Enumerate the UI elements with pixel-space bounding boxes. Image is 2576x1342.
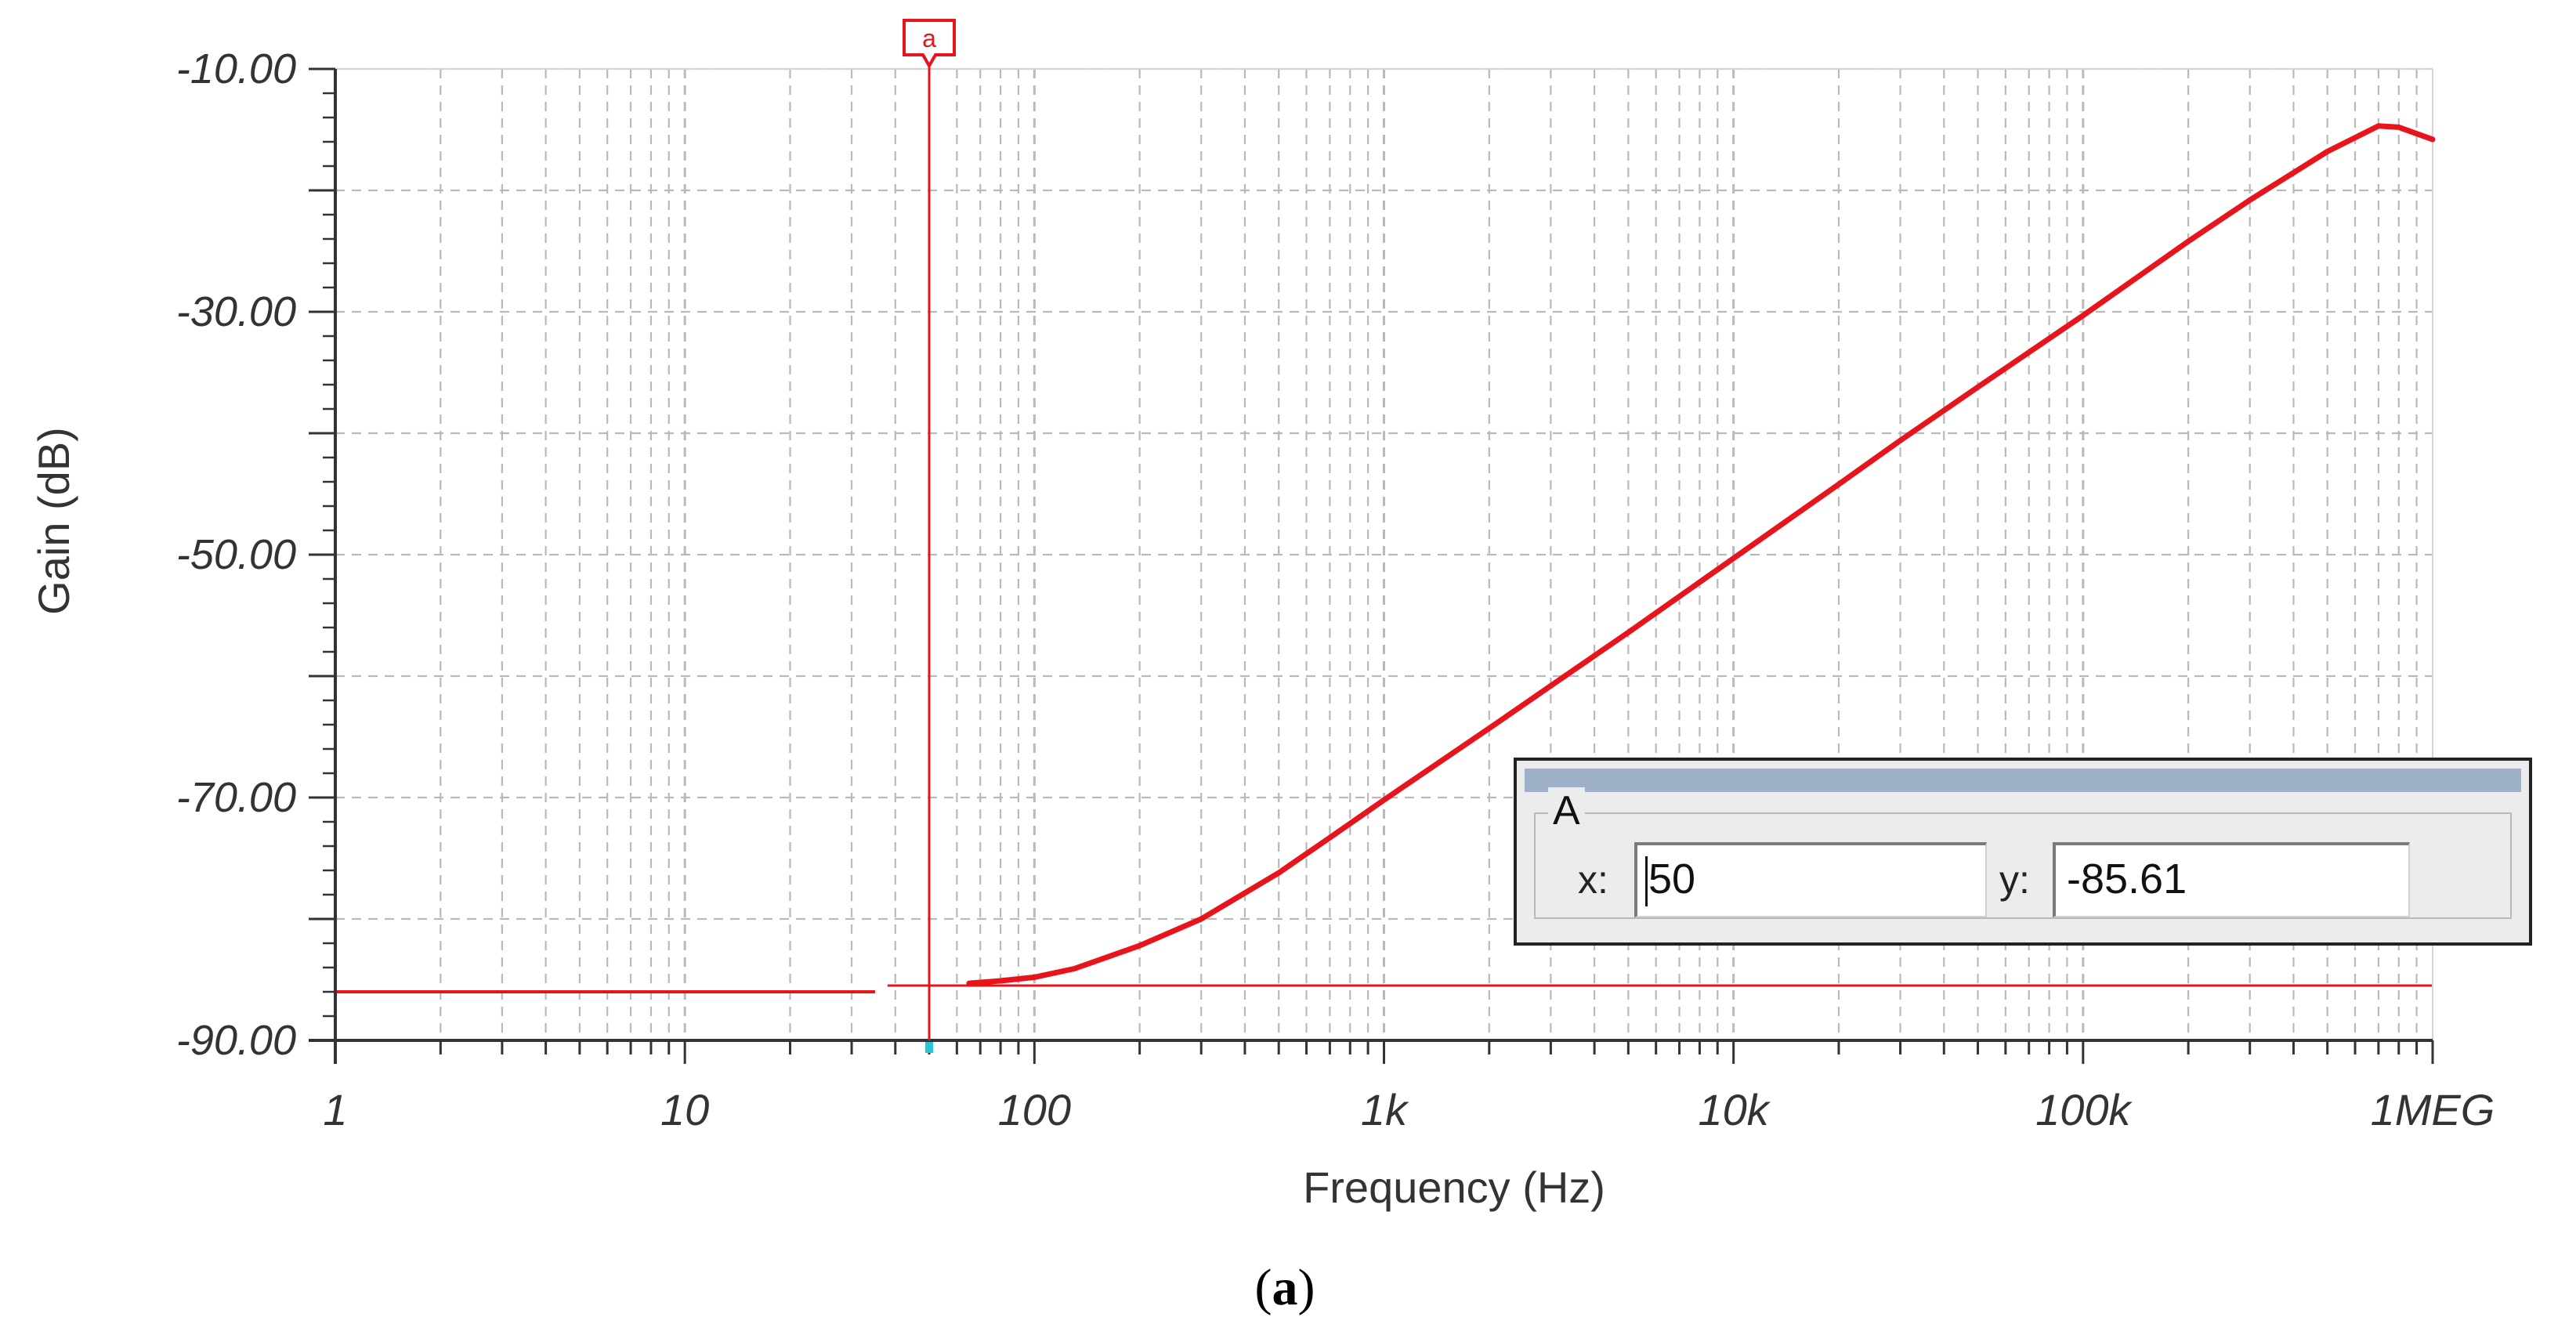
x-value: 50 xyxy=(1648,855,1696,903)
y-tick-labels: -10.00 -30.00 -50.00 -70.00 -90.00 xyxy=(176,45,296,1064)
cursor-a[interactable]: a xyxy=(903,19,957,1053)
cursor-readout-panel: A x: 50 y: -85.61 xyxy=(1514,758,2532,946)
figure-caption: (a) xyxy=(1255,1259,1315,1316)
gain-series xyxy=(966,123,2436,986)
x-value-field[interactable]: 50 xyxy=(1634,842,1987,917)
x-tick-label: 1 xyxy=(323,1085,347,1134)
x-tick-labels: 1 10 100 1k 10k 100k 1MEG xyxy=(323,1085,2495,1134)
x-label: x: xyxy=(1578,858,1608,902)
cursor-axis-marker xyxy=(925,1042,934,1053)
text-caret xyxy=(1645,856,1648,906)
cursor-marker-label: a xyxy=(922,24,936,52)
y-label: y: xyxy=(1999,858,2030,902)
x-tick-label: 1MEG xyxy=(2371,1085,2495,1134)
y-axis-title: Gain (dB) xyxy=(29,427,78,615)
x-tick-label: 10 xyxy=(660,1085,709,1134)
y-tick-label: -10.00 xyxy=(176,45,296,92)
y-value: -85.61 xyxy=(2067,855,2187,903)
x-tick-label: 10k xyxy=(1699,1085,1771,1134)
y-tick-label: -30.00 xyxy=(176,288,296,335)
y-tick-label: -90.00 xyxy=(176,1017,296,1064)
baseline-line xyxy=(335,984,2433,993)
gain-curve xyxy=(966,123,2436,986)
cursor-marker-flag xyxy=(903,19,957,70)
x-axis-title: Frequency (Hz) xyxy=(1303,1163,1605,1212)
x-tick-label: 100k xyxy=(2035,1085,2133,1134)
x-tick-label: 1k xyxy=(1361,1085,1409,1134)
cursor-group-box xyxy=(1534,812,2512,919)
y-tick-label: -70.00 xyxy=(176,774,296,821)
panel-titlebar[interactable] xyxy=(1525,769,2521,792)
cursor-group-label: A xyxy=(1548,787,1585,834)
x-tick-label: 100 xyxy=(998,1085,1071,1134)
y-value-field[interactable]: -85.61 xyxy=(2053,842,2410,917)
y-tick-label: -50.00 xyxy=(176,531,296,578)
